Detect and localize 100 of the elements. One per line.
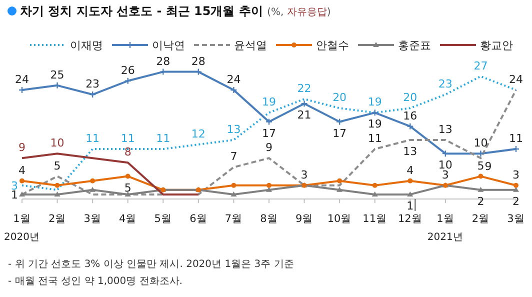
data-label: 4 xyxy=(406,164,414,177)
data-label: 5 xyxy=(124,181,132,194)
data-label: 13 xyxy=(226,122,241,136)
text: - 위 기간 선호도 3% 이상 인물만 제시. 2020년 1월은 3주 기준 xyxy=(8,259,294,270)
point xyxy=(336,186,343,192)
data-label: 11 xyxy=(156,132,170,146)
data-label: 8 xyxy=(124,146,132,159)
legend-label: 황교안 xyxy=(480,39,513,52)
data-label: 27 xyxy=(474,59,488,72)
data-label: 10 xyxy=(474,136,488,150)
point xyxy=(124,77,132,84)
data-label: 9 xyxy=(18,141,26,154)
chart-title: 차기 정치 지도자 선호도 - 최근 15개월 추이 (%, 자유응답) xyxy=(20,4,331,18)
data-label: 1 xyxy=(406,199,414,212)
data-label: 10 xyxy=(50,136,64,150)
point xyxy=(265,118,273,126)
point xyxy=(408,178,413,184)
data-label: 5 xyxy=(477,159,484,172)
data-label: 13 xyxy=(403,144,418,158)
point xyxy=(54,182,60,188)
point xyxy=(19,191,25,196)
data-label: 11 xyxy=(368,132,382,146)
x-tick-label: 8월 xyxy=(260,213,278,225)
point xyxy=(90,178,96,184)
data-label: 23 xyxy=(438,78,452,91)
legend-label: 윤석열 xyxy=(234,39,267,52)
data-label: 28 xyxy=(156,54,170,68)
point xyxy=(406,122,414,130)
x-tick-label: 12월 xyxy=(398,213,422,225)
point xyxy=(336,118,344,126)
data-label: 20 xyxy=(332,91,347,104)
x-tick-label: 11월 xyxy=(362,213,388,225)
data-label: 5 xyxy=(54,159,61,172)
point xyxy=(125,174,130,179)
data-label: 11 xyxy=(86,132,100,146)
x-tick-label: 4월 xyxy=(119,213,137,225)
data-label: 11 xyxy=(509,132,523,146)
legend-label: 홍준표 xyxy=(398,39,431,52)
point xyxy=(230,86,238,94)
data-label: 22 xyxy=(297,82,312,96)
data-label: 3 xyxy=(442,168,449,182)
legend-label: 안철수 xyxy=(316,39,349,52)
point xyxy=(337,178,342,184)
point xyxy=(371,109,378,116)
point xyxy=(478,186,484,192)
point xyxy=(266,182,272,188)
data-label: 20 xyxy=(403,91,418,104)
data-label: 9 xyxy=(484,160,492,174)
x-tick-label: 3월 xyxy=(507,213,525,225)
x-tick-label: 2월 xyxy=(48,213,66,225)
x-tick-label: 1월 xyxy=(13,213,31,225)
data-label: 2 xyxy=(477,194,484,208)
point xyxy=(300,100,308,108)
x-tick-label: 10월 xyxy=(327,213,352,225)
data-label: 7 xyxy=(230,150,238,164)
x-tick-label: 1월 xyxy=(436,213,454,225)
text: 2020년 xyxy=(4,232,40,243)
point xyxy=(90,186,96,192)
point xyxy=(230,191,237,196)
x-tick-label: 2월 xyxy=(472,213,490,225)
data-label: 9 xyxy=(266,141,272,154)
point xyxy=(514,182,518,188)
data-label: 19 xyxy=(368,96,382,109)
data-label: 17 xyxy=(332,126,347,140)
data-label: 17 xyxy=(262,126,276,140)
data-label: 3 xyxy=(300,168,308,182)
x-tick-label: 9월 xyxy=(295,213,314,225)
data-label: 23 xyxy=(86,78,100,91)
data-label: 19 xyxy=(262,96,276,109)
x-tick-label: 5월 xyxy=(154,213,172,225)
data-label: 24 xyxy=(226,72,241,86)
data-label: 16 xyxy=(403,109,418,122)
data-label: 25 xyxy=(50,68,64,82)
data-label: 2 xyxy=(512,194,520,208)
point xyxy=(54,191,60,196)
x-tick-label: 7월 xyxy=(224,213,243,225)
data-label: 13 xyxy=(438,122,452,136)
data-label: 24 xyxy=(509,72,523,86)
data-label: 24 xyxy=(15,72,29,86)
point xyxy=(478,174,484,179)
point xyxy=(88,90,96,98)
point xyxy=(407,191,414,196)
x-tick-label: 6월 xyxy=(190,213,208,225)
data-label: 11 xyxy=(120,132,135,146)
point xyxy=(54,82,61,90)
x-tick-label: 3월 xyxy=(84,213,102,225)
point xyxy=(231,182,236,188)
legend-label: 이낙연 xyxy=(152,39,185,52)
point xyxy=(20,178,24,184)
data-label: 26 xyxy=(120,64,135,77)
data-label: 3 xyxy=(512,168,520,182)
data-label: 28 xyxy=(191,54,206,68)
data-label: 21 xyxy=(297,108,312,122)
data-label: 19 xyxy=(368,118,382,131)
text: - 매월 전국 성인 약 1,000명 전화조사. xyxy=(8,276,182,287)
point xyxy=(372,191,378,196)
data-label: 12 xyxy=(191,127,206,140)
data-label: 4 xyxy=(18,164,26,177)
legend-label: 이재명 xyxy=(70,39,103,52)
point xyxy=(372,182,378,188)
